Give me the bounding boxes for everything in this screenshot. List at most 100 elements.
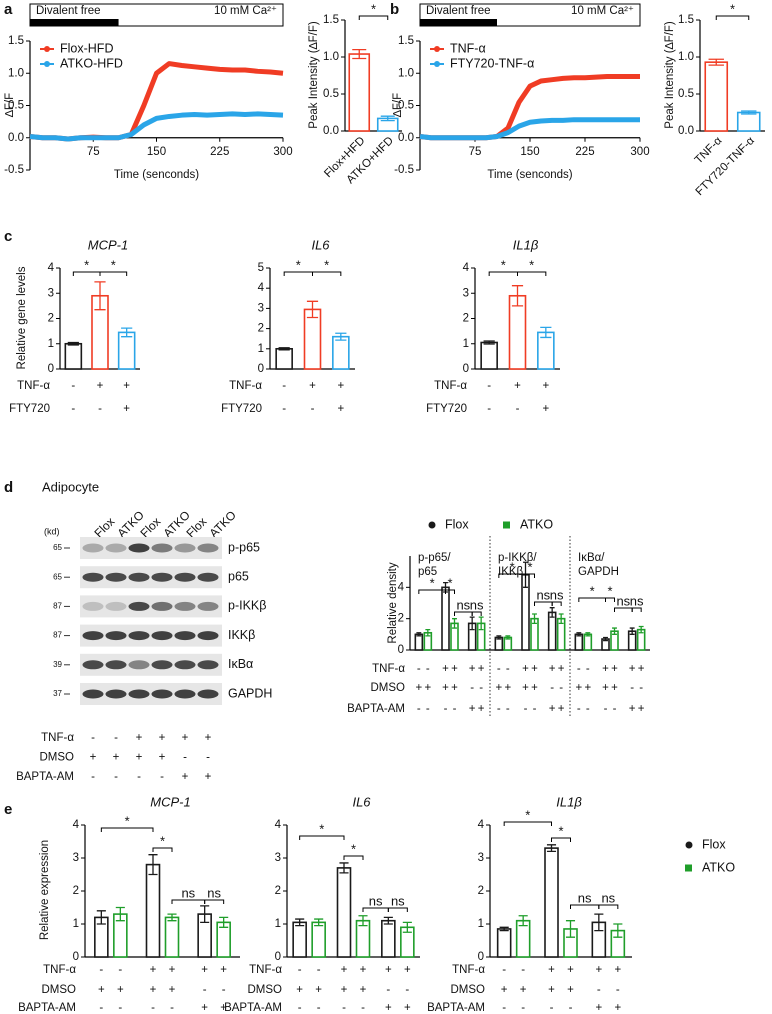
blot-strip: [80, 595, 222, 618]
error-bar: [402, 921, 412, 933]
bar: [736, 111, 761, 132]
condition-sign: -: [298, 1002, 302, 1014]
significance-label: ns: [207, 885, 221, 900]
x-axis-label: Time (senconds): [487, 169, 572, 181]
error-bar: [638, 625, 644, 634]
condition-sign: +: [567, 964, 574, 976]
legend-label: Flox: [445, 517, 469, 531]
legend-label: ATKO: [520, 517, 553, 531]
x-tick-label: 300: [273, 146, 292, 158]
condition-sign: -: [426, 703, 430, 715]
condition-sign: +: [542, 380, 549, 392]
data-line: [29, 61, 284, 142]
significance-label: *: [607, 583, 612, 598]
condition-sign: -: [616, 984, 620, 996]
error-bar: [358, 915, 368, 927]
significance-bracket: [152, 847, 173, 852]
blot-band: [151, 601, 173, 611]
significance-bracket: [204, 899, 225, 904]
significance-bracket: [598, 904, 619, 909]
condition-sign: +: [360, 984, 367, 996]
blot-band: [105, 660, 127, 670]
condition-label: BAPTA-AM: [16, 771, 74, 783]
blot-band: [105, 631, 127, 641]
significance-label: *: [501, 257, 506, 272]
protein-label: p-IKKβ: [228, 599, 266, 613]
legend-label: TNF-α: [450, 41, 486, 55]
y-tick-label: 1.0: [678, 51, 694, 63]
x-tick-label: 300: [630, 146, 649, 158]
group-label: IκBα/: [578, 552, 605, 564]
x-tick-label: FTY720-TNF-α: [694, 135, 758, 199]
condition-sign: -: [282, 403, 286, 415]
significance-bracket: [100, 827, 154, 832]
condition-sign: +: [451, 682, 458, 694]
condition-label: BAPTA-AM: [347, 703, 405, 715]
error-bar: [67, 341, 79, 346]
condition-sign: +: [97, 380, 104, 392]
group-label: p65: [418, 566, 437, 578]
condition-sign: -: [342, 1002, 346, 1014]
condition-label: DMSO: [451, 984, 486, 996]
blot-band: [151, 572, 173, 582]
group-label: GAPDH: [578, 566, 619, 578]
error-bar: [295, 918, 305, 927]
condition-sign: +: [442, 663, 449, 675]
kd-marker: 65: [53, 572, 62, 581]
protein-label: GAPDH: [228, 686, 272, 700]
blot-band: [197, 601, 219, 611]
legend-label: Flox-HFD: [60, 41, 113, 55]
condition-sign: -: [597, 984, 601, 996]
y-tick-label: 0: [73, 951, 79, 963]
lane-label: ATKO: [206, 508, 238, 540]
condition-sign: +: [309, 380, 316, 392]
kd-marker: 87: [53, 631, 62, 640]
error-bar: [505, 635, 511, 640]
condition-label: FTY720: [426, 403, 467, 415]
x-axis-label: Time (senconds): [114, 169, 199, 181]
condition-sign: +: [337, 380, 344, 392]
significance-bracket: [312, 271, 342, 276]
y-tick-label: 1.5: [8, 35, 24, 47]
error-bar: [576, 632, 582, 637]
significance-bracket: [551, 601, 562, 606]
blot-band: [128, 689, 150, 699]
bar: [381, 919, 396, 958]
protein-label: p65: [228, 569, 249, 583]
condition-sign: -: [71, 380, 75, 392]
error-bar: [478, 616, 484, 631]
significance-bracket: [488, 271, 518, 276]
error-bar: [546, 844, 557, 853]
condition-sign: +: [136, 752, 143, 764]
error-bar: [594, 913, 604, 932]
condition-sign: -: [577, 703, 581, 715]
error-bar: [469, 616, 475, 631]
condition-sign: +: [469, 703, 476, 715]
condition-sign: -: [417, 663, 421, 675]
condition-sign: -: [586, 663, 590, 675]
blot-band: [197, 631, 219, 641]
bar: [348, 53, 371, 132]
legend-label: FTY720-TNF-α: [450, 56, 534, 70]
legend-label: Flox: [702, 837, 726, 851]
error-bar: [148, 854, 158, 876]
condition-label: FTY720: [9, 403, 50, 415]
significance-bracket: [171, 899, 206, 904]
y-axis-label: Relative gene levels: [16, 266, 28, 369]
error-bar: [629, 627, 635, 635]
significance-label: ns: [456, 597, 470, 612]
condition-sign: -: [98, 403, 102, 415]
y-tick-label: 0: [478, 951, 484, 963]
condition-sign: +: [567, 984, 574, 996]
panel-label: d: [4, 479, 13, 496]
condition-label: DMSO: [40, 752, 75, 764]
bar: [336, 867, 352, 958]
condition-sign: -: [533, 703, 537, 715]
significance-label: ns: [616, 593, 630, 608]
blot-band: [151, 660, 173, 670]
condition-sign: +: [469, 663, 476, 675]
condition-sign: +: [595, 1002, 602, 1014]
significance-label: *: [371, 1, 376, 16]
condition-sign: -: [405, 984, 409, 996]
y-axis-label: Relative expression: [39, 840, 51, 940]
